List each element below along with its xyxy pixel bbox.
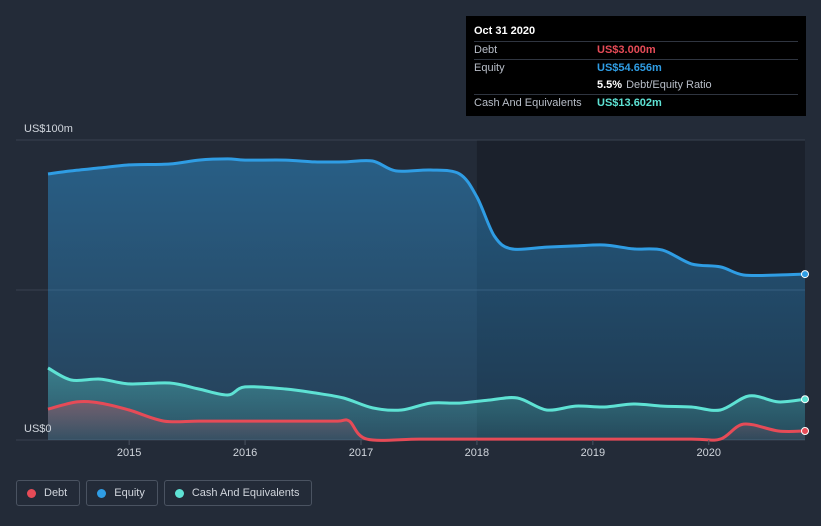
tooltip-equity-value: US$54.656m (597, 62, 662, 74)
y-axis-min-label: US$0 (24, 423, 52, 435)
tooltip-cash-value: US$13.602m (597, 97, 662, 109)
equity-area (48, 158, 805, 440)
cash-dot-icon (174, 488, 184, 498)
tooltip-ratio-value: 5.5% (597, 79, 623, 91)
series-end-markers (801, 270, 809, 435)
tooltip-row-debt: Debt US$3.000m (474, 41, 798, 59)
x-tick-label: 2016 (233, 447, 257, 459)
equity-dot-icon (97, 488, 107, 498)
x-tick-label: 2015 (117, 447, 141, 459)
legend-debt-label: Debt (44, 487, 68, 499)
tooltip-ratio-text: Debt/Equity Ratio (626, 79, 712, 91)
tooltip-row-cash: Cash And Equivalents US$13.602m (474, 94, 798, 112)
cash-line (47, 366, 806, 412)
tooltip-ratio-label (474, 77, 597, 94)
legend-item-debt[interactable]: Debt (16, 480, 81, 506)
tooltip-date: Oct 31 2020 (474, 25, 536, 37)
chart-legend: Debt Equity Cash And Equivalents (16, 480, 313, 506)
tooltip-row-ratio: 5.5% Debt/Equity Ratio (474, 77, 798, 94)
tooltip-equity-label: Equity (474, 62, 505, 74)
equity-line (47, 157, 806, 278)
tooltip-cash-label: Cash And Equivalents (474, 97, 582, 109)
debt-line (47, 400, 806, 442)
debt-area (48, 401, 805, 441)
debt-end-marker (801, 427, 809, 435)
x-tick-label: 2019 (581, 447, 605, 459)
legend-cash-label: Cash And Equivalents (191, 487, 300, 499)
legend-equity-label: Equity (114, 487, 145, 499)
data-tooltip: Oct 31 2020 Debt US$3.000m Equity US$54.… (466, 16, 806, 116)
debt-dot-icon (27, 488, 36, 498)
series-lines (47, 157, 806, 442)
legend-item-cash[interactable]: Cash And Equivalents (163, 480, 313, 506)
x-tick-label: 2020 (697, 447, 721, 459)
equity-end-marker (801, 270, 809, 279)
legend-item-equity[interactable]: Equity (86, 480, 158, 506)
x-axis-ticks: 2015 2016 2017 2018 2019 2020 (117, 440, 721, 459)
x-tick-label: 2017 (349, 447, 373, 459)
y-axis-max-label: US$100m (24, 123, 73, 135)
tooltip-row-equity: Equity US$54.656m (474, 59, 798, 77)
cash-end-marker (801, 395, 809, 404)
tooltip-debt-label: Debt (474, 44, 498, 56)
x-tick-label: 2018 (465, 447, 489, 459)
tooltip-debt-value: US$3.000m (597, 44, 656, 56)
